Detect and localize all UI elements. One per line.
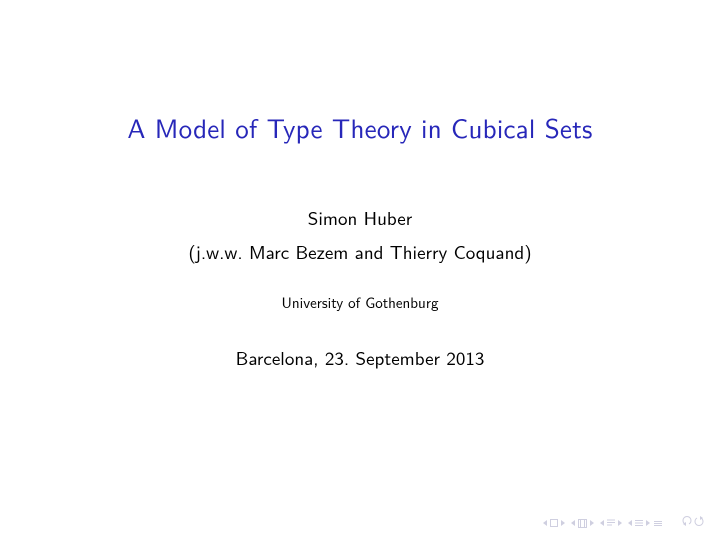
triangle-left-icon: [543, 520, 547, 526]
circular-arrows-icon: [680, 515, 706, 527]
affiliation: University of Gothenburg: [0, 291, 720, 313]
section-lines-icon: [606, 519, 616, 527]
slide-title: A Model of Type Theory in Cubical Sets: [0, 108, 720, 147]
triangle-right-icon: [561, 520, 565, 526]
triangle-right-icon: [590, 520, 594, 526]
coauthors: (j.w.w. Marc Bezem and Thierry Coquand): [0, 237, 720, 265]
triangle-left-icon: [600, 520, 604, 526]
nav-prev-section[interactable]: [600, 519, 622, 527]
slide-container: A Model of Type Theory in Cubical Sets S…: [0, 0, 720, 541]
subsection-lines-icon: [634, 519, 644, 527]
author-name: Simon Huber: [0, 203, 720, 231]
beamer-nav-bar: [541, 515, 706, 531]
triangle-right-icon: [618, 520, 622, 526]
slide-box-icon: [549, 519, 559, 527]
triangle-left-icon: [571, 520, 575, 526]
triangle-left-icon: [628, 520, 632, 526]
nav-prev-subsection[interactable]: [628, 519, 650, 527]
nav-appendix-icon[interactable]: [654, 521, 662, 526]
nav-prev-frame[interactable]: [571, 519, 594, 528]
nav-back-forward[interactable]: [680, 515, 706, 531]
venue-date: Barcelona, 23. September 2013: [0, 343, 720, 371]
nav-first-slide[interactable]: [543, 519, 565, 527]
frame-box-icon: [577, 519, 588, 528]
triangle-right-icon: [646, 520, 650, 526]
